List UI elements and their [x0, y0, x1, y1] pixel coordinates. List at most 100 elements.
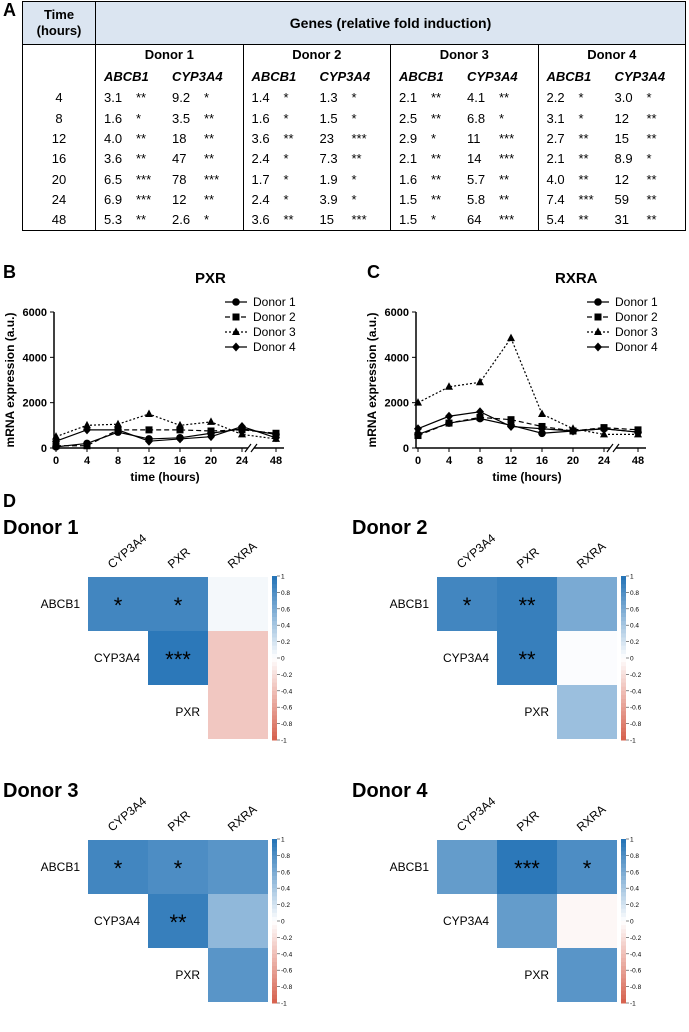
- colorbar-tick-label: 0.8: [281, 590, 290, 597]
- colorbar-segment: [272, 707, 277, 712]
- data-point: [114, 419, 122, 428]
- x-tick-label: 20: [567, 455, 579, 467]
- colorbar-segment: [272, 592, 277, 597]
- colorbar-segment: [621, 612, 626, 618]
- heatmap-cell: [148, 840, 208, 894]
- genes-header-cell: Genes (relative fold induction): [95, 1, 686, 45]
- series-line: [417, 411, 639, 433]
- colorbar-tick-label: -0.8: [630, 984, 642, 991]
- gene-header-cell: ABCB1 CYP3A4: [390, 64, 539, 88]
- fold-value: 3.0 *: [615, 90, 681, 105]
- fold-value: 8.9 *: [615, 151, 681, 166]
- colorbar-segment: [621, 719, 626, 725]
- fold-number: 2.9: [399, 130, 418, 146]
- heatmap-title-donor3: Donor 3: [3, 780, 79, 802]
- fold-number: 1.5: [319, 110, 338, 126]
- fold-number: 12: [614, 171, 629, 187]
- data-point: [445, 411, 453, 421]
- donor-values-cell: 2.1 ** 8.9 *: [537, 148, 686, 170]
- fold-number: 64: [467, 212, 482, 228]
- colorbar-segment: [272, 621, 277, 626]
- heatmap-cell: [497, 577, 557, 631]
- donor-values-cell: 1.6 * 3.5 **: [95, 107, 244, 129]
- legend-marker: [594, 342, 602, 352]
- heatmap-cell: [497, 631, 557, 685]
- fold-value: 3.5 **: [172, 111, 238, 126]
- colorbar-segment: [272, 690, 277, 696]
- colorbar-segment: [621, 658, 626, 663]
- axis-break: [612, 443, 620, 453]
- heatmap-cell: [208, 631, 268, 685]
- colorbar-segment: [272, 851, 277, 856]
- fold-value: 4.0 **: [104, 131, 172, 146]
- legend-label: Donor 1: [615, 295, 658, 309]
- axis-break: [606, 443, 614, 453]
- heatmap-cell: [88, 577, 148, 631]
- significance-stars: *: [136, 110, 142, 126]
- colorbar-segment: [621, 629, 626, 634]
- donor-values-cell: 4.0 ** 18 **: [95, 128, 244, 149]
- fold-value: 31 **: [615, 212, 681, 227]
- fold-number: 1.6: [104, 110, 123, 126]
- row-label: CYP3A4: [443, 651, 489, 665]
- x-tick-label: 0: [53, 455, 59, 467]
- colorbar-segment: [621, 735, 626, 741]
- colorbar-segment: [621, 686, 626, 692]
- colorbar-segment: [621, 859, 626, 865]
- fold-value: 11 ***: [467, 131, 533, 146]
- significance-stars: ***: [136, 192, 152, 208]
- y-tick-label: 2000: [385, 398, 409, 410]
- heatmap-cell: [208, 840, 268, 894]
- colorbar-segment: [621, 933, 626, 938]
- fold-number: 1.3: [319, 90, 338, 106]
- heatmap-cell: [208, 685, 268, 739]
- significance-stars: ***: [136, 171, 152, 187]
- data-point: [538, 424, 546, 434]
- fold-number: 14: [467, 151, 482, 167]
- fold-value: 3.1 **: [104, 90, 172, 105]
- time-cell: 24: [22, 189, 96, 210]
- colorbar-segment: [621, 925, 626, 930]
- panel-label-d: D: [3, 491, 16, 511]
- fold-value: 5.7 **: [467, 172, 533, 187]
- significance-stars: *: [283, 151, 289, 167]
- x-tick-label: 0: [415, 455, 421, 467]
- colorbar-segment: [272, 941, 277, 947]
- colorbar-segment: [621, 731, 626, 737]
- gene-header-cell: ABCB1 CYP3A4: [95, 64, 244, 88]
- row-label: ABCB1: [41, 860, 81, 874]
- fold-value: 3.6 **: [252, 131, 320, 146]
- row-label: ABCB1: [390, 860, 430, 874]
- fold-number: 59: [614, 192, 629, 208]
- donor-values-cell: 2.9 * 11 ***: [390, 128, 539, 149]
- colorbar-segment: [272, 612, 277, 618]
- significance-stars: **: [431, 192, 442, 208]
- heatmap-cell: [437, 577, 497, 631]
- legend-marker: [232, 298, 240, 306]
- colorbar-segment: [621, 974, 626, 979]
- significance-stars: **: [499, 192, 510, 208]
- colorbar-segment: [621, 662, 626, 667]
- significance-stars: **: [646, 212, 657, 228]
- significance-stars: **: [578, 212, 589, 228]
- fold-number: 4.0: [104, 130, 123, 146]
- colorbar-segment: [621, 904, 626, 910]
- data-point: [569, 426, 577, 436]
- donor-header: Donor 3: [390, 43, 539, 65]
- fold-value: 2.1 **: [399, 151, 467, 166]
- colorbar-segment: [621, 666, 626, 671]
- significance-stars: **: [136, 212, 147, 228]
- fold-number: 6.5: [104, 171, 123, 187]
- heatmap-cell: [557, 577, 617, 631]
- colorbar-tick-label: 0.2: [281, 902, 290, 909]
- colorbar-segment: [272, 888, 277, 893]
- colorbar-segment: [621, 723, 626, 729]
- colorbar-segment: [272, 604, 277, 610]
- colorbar-segment: [272, 884, 277, 889]
- data-point: [272, 429, 280, 437]
- x-tick-label: 20: [205, 455, 217, 467]
- donor-values-cell: 3.1 ** 9.2 *: [95, 87, 244, 108]
- gene-header: CYP3A4: [172, 68, 223, 84]
